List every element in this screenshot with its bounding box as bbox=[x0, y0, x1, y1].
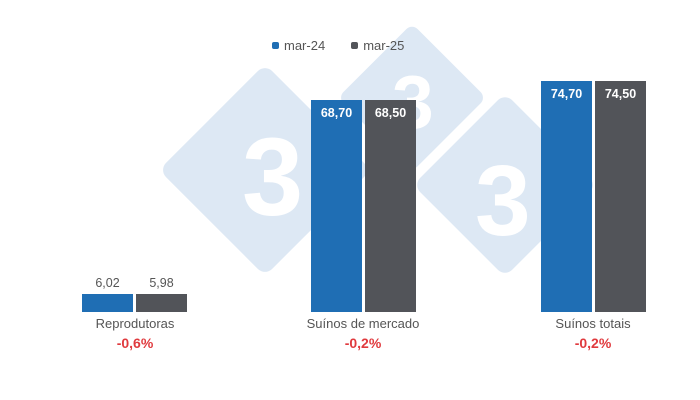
bar-suinos-mercado-mar-24[interactable]: 68,70 bbox=[311, 100, 362, 312]
data-label: 74,50 bbox=[604, 87, 637, 101]
data-label: 6,02 bbox=[95, 276, 120, 290]
svg-text:3: 3 bbox=[242, 116, 303, 239]
data-label: 68,70 bbox=[320, 106, 353, 120]
change-percent: -0,2% bbox=[344, 335, 382, 351]
change-percent: -0,2% bbox=[574, 335, 612, 351]
bar-suinos-totais-mar-24[interactable]: 74,70 bbox=[541, 81, 592, 312]
change-percent: -0,6% bbox=[116, 335, 154, 351]
legend-item-mar-24[interactable]: mar-24 bbox=[272, 38, 325, 53]
bar-reprodutoras-mar-24[interactable]: 6,02 bbox=[82, 276, 133, 312]
data-label: 68,50 bbox=[374, 106, 407, 120]
category-label: Suínos de mercado bbox=[306, 316, 420, 331]
bar-reprodutoras-mar-25[interactable]: 5,98 bbox=[136, 276, 187, 312]
bar-suinos-mercado-mar-25[interactable]: 68,50 bbox=[365, 100, 416, 312]
data-label: 74,70 bbox=[550, 87, 583, 101]
chart-legend: mar-24 mar-25 bbox=[272, 38, 404, 53]
legend-label: mar-24 bbox=[284, 38, 326, 53]
legend-swatch bbox=[272, 42, 279, 49]
svg-text:3: 3 bbox=[475, 145, 531, 257]
category-label: Suínos totais bbox=[555, 316, 631, 331]
legend-swatch bbox=[351, 42, 359, 49]
bar-suinos-totais-mar-25[interactable]: 74,50 bbox=[595, 81, 646, 312]
data-label: 5,98 bbox=[149, 276, 174, 290]
legend-item-mar-25[interactable]: mar-25 bbox=[351, 38, 404, 53]
legend-label: mar-25 bbox=[363, 38, 405, 53]
category-label: Reprodutoras bbox=[95, 316, 175, 331]
